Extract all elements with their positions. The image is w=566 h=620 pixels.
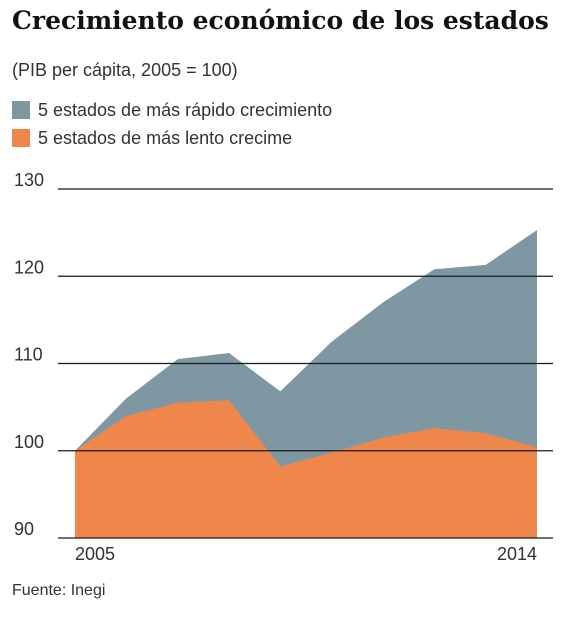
x-axis-labels: 2005 2014 bbox=[75, 544, 537, 564]
legend-swatch-slow bbox=[12, 129, 30, 147]
y-tick-label-100: 100 bbox=[14, 432, 44, 452]
x-tick-label-2014: 2014 bbox=[497, 544, 537, 564]
y-tick-label-90: 90 bbox=[14, 519, 34, 539]
chart-title: Crecimiento económico de los estados bbox=[12, 6, 549, 35]
legend-item-fast: 5 estados de más rápido crecimiento bbox=[12, 96, 332, 124]
chart-grid bbox=[58, 188, 553, 539]
chart-areas bbox=[75, 230, 537, 538]
legend-swatch-fast bbox=[12, 101, 30, 119]
legend-item-slow: 5 estados de más lento crecime bbox=[12, 124, 332, 152]
x-tick-label-2005: 2005 bbox=[75, 544, 115, 564]
chart-subtitle: (PIB per cápita, 2005 = 100) bbox=[12, 60, 238, 80]
source-note: Fuente: Inegi bbox=[12, 582, 106, 599]
legend-label-fast: 5 estados de más rápido crecimiento bbox=[38, 99, 333, 120]
y-tick-label-110: 110 bbox=[14, 345, 43, 365]
legend: 5 estados de más rápido crecimiento 5 es… bbox=[12, 96, 332, 152]
area-slow-growth bbox=[75, 400, 537, 538]
legend-label-slow: 5 estados de más lento crecime bbox=[38, 127, 293, 148]
y-tick-label-130: 130 bbox=[14, 170, 44, 190]
y-tick-label-120: 120 bbox=[14, 257, 44, 277]
y-axis-labels: 90 100 110 120 130 bbox=[14, 170, 44, 539]
